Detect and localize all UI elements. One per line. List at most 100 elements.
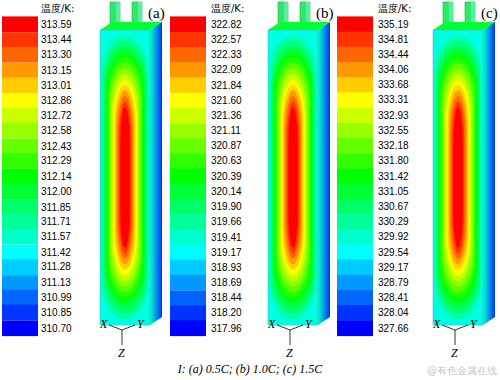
colorbar-tick-label: 311.57	[41, 231, 71, 242]
contour-band	[115, 85, 136, 270]
colorbar-tick-label: 311.13	[41, 277, 71, 288]
panel: 温度/K:313.59313.44313.30313.15313.01312.8…	[2, 2, 165, 360]
colorbar-swatch	[2, 47, 38, 63]
colorbar-swatch	[170, 290, 206, 306]
colorbar-tick-label: 313.44	[41, 34, 72, 45]
colorbar-swatch	[337, 77, 373, 93]
triad-label: Y	[137, 317, 145, 331]
colorbar-tick-label: 321.11	[211, 125, 241, 136]
colorbar-tick-label: 328.04	[378, 307, 409, 318]
colorbar-swatch	[2, 305, 38, 321]
colorbar-tick-label: 329.92	[378, 231, 409, 242]
colorbar-tick-label: 329.17	[378, 262, 409, 273]
colorbar-tick-label: 318.44	[211, 292, 242, 303]
colorbar-swatch	[337, 320, 373, 336]
panel: 温度/K:335.19334.81334.44334.06333.68333.3…	[337, 2, 498, 360]
contour-band	[285, 96, 300, 259]
contour-band	[275, 58, 311, 298]
colorbar-tick-label: 335.19	[378, 19, 409, 30]
contour-band	[119, 102, 131, 254]
colorbar-tick-label: 333.68	[378, 79, 409, 90]
colorbar-swatch	[337, 229, 373, 245]
colorbar-tick-label: 312.43	[41, 141, 72, 152]
colorbar-swatch	[2, 184, 38, 200]
colorbar-tick-label: 334.06	[378, 64, 409, 75]
colorbar-swatch	[2, 153, 38, 169]
colorbar-swatch	[337, 32, 373, 48]
contour-band	[434, 36, 481, 320]
colorbar-label: 温度/K:	[378, 3, 411, 14]
colorbar-swatch	[2, 123, 38, 139]
colorbar-tick-label: 331.42	[378, 171, 409, 182]
colorbar-tick-label: 332.18	[378, 140, 409, 151]
colorbar-swatch	[337, 245, 373, 261]
colorbar-tick-label: 311.71	[41, 216, 71, 227]
colorbar-tick-label: 312.14	[41, 171, 72, 182]
colorbar-swatch	[337, 47, 373, 63]
colorbar-swatch	[170, 108, 206, 124]
colorbar-tick-label: 328.79	[378, 277, 409, 288]
contour-band	[449, 91, 467, 265]
colorbar-swatch	[337, 290, 373, 306]
colorbar-tick-label: 311.42	[41, 247, 71, 258]
colorbar-tick-label: 328.41	[378, 292, 409, 303]
triad-label: X	[267, 317, 276, 331]
contour-band	[120, 107, 129, 248]
colorbar-tick-label: 318.20	[211, 307, 242, 318]
triad-label: Y	[470, 317, 478, 331]
colorbar-tick-label: 313.01	[41, 80, 72, 91]
colorbar-swatch	[337, 305, 373, 321]
colorbar-tick-label: 330.29	[378, 216, 409, 227]
colorbar-swatch	[170, 47, 206, 63]
colorbar-swatch	[2, 275, 38, 291]
colorbar-swatch	[170, 78, 206, 94]
contour-band	[268, 30, 318, 325]
colorbar-swatch	[170, 199, 206, 215]
colorbar-tick-label: 313.15	[41, 65, 72, 76]
triad-label: Y	[305, 317, 313, 331]
colorbar-swatch	[2, 259, 38, 275]
contour-band	[288, 107, 297, 248]
panel-title: (a)	[148, 5, 165, 22]
triad-axis	[109, 325, 122, 330]
contour-band	[104, 47, 145, 309]
colorbar-tick-label: 319.66	[211, 216, 242, 227]
colorbar-swatch	[170, 275, 206, 291]
colorbar-label: 温度/K:	[41, 3, 74, 14]
battery-side	[483, 22, 495, 325]
battery-outline	[433, 30, 483, 325]
colorbar-swatch	[170, 153, 206, 169]
contour-band	[278, 69, 308, 287]
battery-side	[318, 22, 330, 325]
colorbar-swatch	[170, 32, 206, 48]
triad-label: Z	[451, 346, 458, 360]
colorbar-tick-label: 331.05	[378, 186, 409, 197]
colorbar-swatch	[337, 259, 373, 275]
triad-axis	[442, 325, 455, 330]
colorbar-tick-label: 313.59	[41, 19, 72, 30]
colorbar-tick-label: 334.44	[378, 49, 409, 60]
contour-band	[101, 36, 148, 320]
colorbar-swatch	[2, 32, 38, 48]
colorbar-tick-label: 319.41	[211, 232, 242, 243]
colorbar-tick-label: 332.55	[378, 125, 409, 136]
battery-outline	[268, 30, 318, 325]
colorbar-swatch	[2, 214, 38, 230]
panel-title: (c)	[481, 5, 498, 22]
colorbar-tick-label: 321.60	[211, 95, 242, 106]
colorbar-tick-label: 322.82	[211, 19, 242, 30]
colorbar-tick-label: 329.54	[378, 247, 409, 258]
colorbar-swatch	[170, 184, 206, 200]
colorbar-tick-label: 332.93	[378, 110, 409, 121]
colorbar-tick-label: 310.99	[41, 292, 72, 303]
colorbar-tick-label: 312.29	[41, 155, 72, 166]
colorbar-tick-label: 320.14	[211, 186, 242, 197]
colorbar-tick-label: 322.57	[211, 34, 242, 45]
colorbar-tick-label: 313.30	[41, 49, 72, 60]
colorbar-tick-label: 331.80	[378, 155, 409, 166]
triad-label: Z	[286, 346, 293, 360]
triad-axis	[455, 330, 456, 345]
colorbar-swatch	[170, 16, 206, 32]
colorbar-swatch	[170, 138, 206, 154]
contour-band	[284, 91, 302, 265]
